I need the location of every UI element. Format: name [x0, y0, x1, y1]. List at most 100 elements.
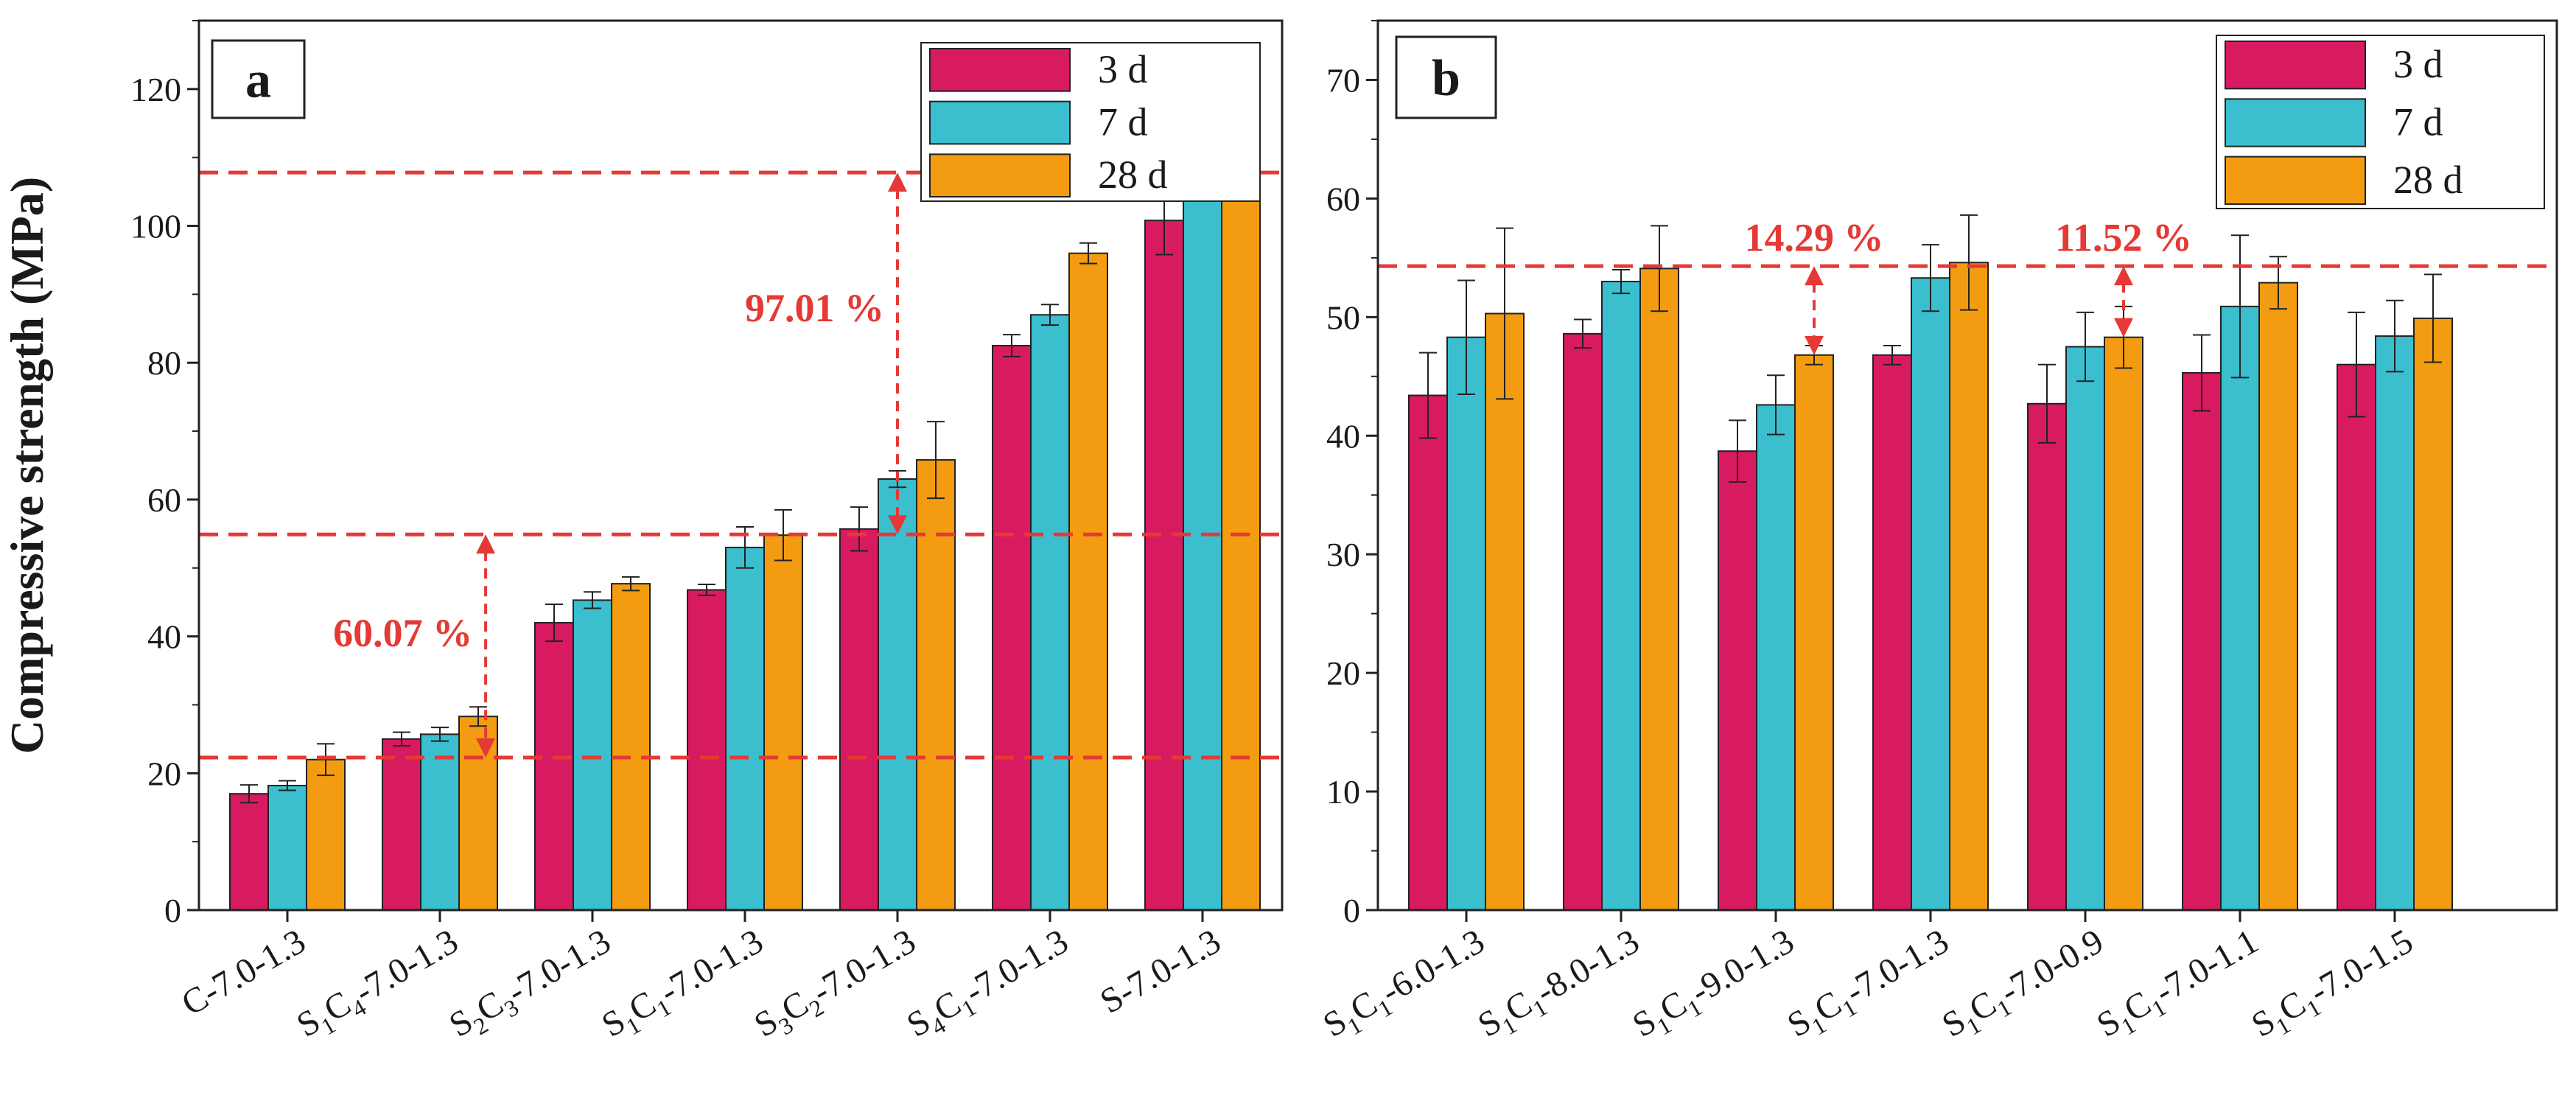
bar-a-3d-2: [534, 622, 574, 911]
x-tick-label-b-1: S1C1-8.0-1.3: [1471, 922, 1649, 1050]
error-bar-b-7d-3: [1922, 244, 1939, 312]
label-part: -7.0-1.3: [653, 922, 769, 1012]
y-tick-label-b-4: 40: [1326, 417, 1360, 455]
error-bar-b-28d-3: [1960, 214, 1978, 311]
label-part: -7.0-1.3: [1838, 922, 1955, 1012]
bar-b-28d-5: [2258, 282, 2298, 911]
bar-b-7d-2: [1756, 404, 1796, 911]
legend-swatch-3d: [929, 48, 1071, 92]
bar-b-28d-0: [1485, 312, 1525, 912]
x-tick-label-a-4: S3C2-7.0-1.3: [748, 922, 925, 1050]
label-part: -6.0-1.3: [1374, 922, 1491, 1012]
y-tick-label-b-6: 60: [1326, 180, 1360, 217]
legend-swatch-7d: [2225, 98, 2366, 147]
bar-b-7d-5: [2220, 305, 2260, 912]
y-tick-label-a-3: 60: [147, 481, 181, 519]
bar-a-7d-3: [725, 546, 765, 912]
legend-b: 3 d 7 d 28 d: [2216, 35, 2545, 209]
bar-b-7d-0: [1446, 336, 1486, 911]
bar-a-7d-5: [1030, 314, 1070, 911]
label-part: -7.0-0.9: [1993, 922, 2110, 1012]
bar-a-7d-1: [420, 733, 460, 911]
bar-b-7d-1: [1601, 281, 1641, 911]
y-tick-label-a-0: 0: [164, 892, 181, 929]
panel-a-chart: 97.01 %60.07 %020406080100120C-7.0-1.3S1…: [130, 19, 1284, 1050]
error-bar-b-28d-1: [1651, 225, 1668, 312]
error-bar-a-7d-2: [584, 591, 601, 609]
x-tick-label-b-5: S1C1-7.0-1.1: [2090, 922, 2268, 1050]
x-tick-label-a-6: S-7.0-1.3: [1093, 922, 1227, 1021]
label-part: -9.0-1.3: [1684, 922, 1800, 1012]
arrow-head-down: [476, 738, 496, 758]
bar-b-7d-4: [2065, 346, 2105, 912]
panel-label-a: a: [245, 52, 271, 109]
error-bar-b-3d-3: [1883, 344, 1901, 366]
x-tick-label-a-5: S4C1-7.0-1.3: [900, 922, 1078, 1050]
arrow-head-up: [1805, 266, 1824, 286]
error-bar-b-3d-2: [1729, 419, 1746, 483]
bar-a-7d-0: [267, 785, 307, 912]
error-bar-b-7d-1: [1612, 268, 1630, 295]
panel-label-box-b: [1395, 35, 1497, 119]
y-tick-label-b-2: 20: [1326, 654, 1360, 692]
bar-a-3d-4: [839, 528, 879, 911]
arrow-head-down: [1805, 335, 1824, 355]
bar-b-7d-6: [2375, 335, 2415, 912]
bar-a-28d-6: [1221, 172, 1261, 911]
x-tick-label-b-6: S1C1-7.0-1.5: [2245, 922, 2423, 1050]
bar-b-28d-1: [1639, 267, 1679, 912]
plot-frame-b: [1376, 19, 2558, 912]
annotation-arrow-b-1: [2114, 266, 2133, 338]
error-bar-b-3d-5: [2193, 334, 2211, 412]
error-bar-a-3d-0: [240, 784, 258, 804]
x-tick-label-a-1: S1C4-7.0-1.3: [290, 922, 468, 1050]
error-bar-b-28d-6: [2424, 273, 2442, 363]
bar-a-28d-5: [1068, 252, 1108, 911]
y-tick-label-b-7: 70: [1326, 61, 1360, 99]
bar-b-28d-4: [2104, 336, 2143, 911]
legend-a: 3 d 7 d 28 d: [920, 42, 1261, 202]
error-bar-a-7d-1: [431, 727, 449, 742]
error-bar-a-28d-4: [927, 421, 945, 500]
error-bar-b-7d-0: [1457, 279, 1475, 395]
bar-b-3d-2: [1718, 450, 1757, 911]
error-bar-a-28d-3: [774, 508, 792, 562]
label-part: -7.0-1.3: [805, 922, 922, 1012]
bar-b-3d-6: [2337, 363, 2376, 911]
bar-a-7d-6: [1183, 189, 1222, 911]
error-bar-a-3d-5: [1003, 334, 1021, 357]
label-part: S-7.0-1.3: [1093, 922, 1227, 1021]
label-part: -7.0-1.1: [2148, 922, 2264, 1012]
error-bar-a-3d-3: [698, 584, 715, 596]
arrow-head-up: [888, 172, 907, 192]
annotation-arrow-a-0: [888, 172, 907, 535]
legend-label-7d: 7 d: [2393, 100, 2443, 144]
legend-label-28d: 28 d: [1098, 153, 1168, 197]
annotation-arrow-a-1: [476, 534, 496, 758]
y-tick-label-a-1: 20: [147, 755, 181, 792]
y-tick-label-b-5: 50: [1326, 298, 1360, 336]
error-bar-b-28d-0: [1496, 227, 1513, 400]
bar-b-3d-1: [1563, 332, 1603, 911]
legend-label-3d: 3 d: [1098, 47, 1148, 91]
error-bar-a-7d-0: [279, 780, 296, 791]
legend-swatch-3d: [2225, 41, 2366, 90]
arrow-head-down: [2114, 318, 2133, 338]
legend-label-7d: 7 d: [1098, 100, 1148, 144]
x-tick-label-a-0: C-7.0-1.3: [175, 922, 312, 1024]
legend-swatch-7d: [929, 100, 1071, 145]
arrow-head-up: [476, 534, 496, 554]
bar-b-28d-3: [1949, 262, 1989, 911]
legend-label-28d: 28 d: [2393, 158, 2463, 202]
label-part: -7.0-1.3: [958, 922, 1074, 1012]
plot-frame-a: [197, 19, 1284, 912]
x-tick-label-b-3: S1C1-7.0-1.3: [1781, 922, 1959, 1050]
bar-b-3d-4: [2027, 402, 2067, 911]
bar-a-28d-3: [763, 534, 803, 911]
annotation-text-b-0: 14.29 %: [1745, 216, 1884, 260]
panel-b-chart: 14.29 % 11.52 % 0 10 20 30 40 50 60 70 S1C1-6.0-1.…: [1317, 19, 2558, 1050]
error-bar-b-3d-6: [2348, 311, 2365, 418]
bar-b-3d-3: [1872, 354, 1912, 912]
x-tick-label-a-3: S1C1-7.0-1.3: [595, 922, 773, 1050]
legend-swatch-28d: [2225, 155, 2366, 206]
